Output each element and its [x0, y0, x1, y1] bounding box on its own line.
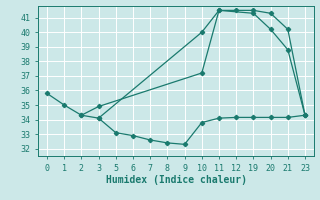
X-axis label: Humidex (Indice chaleur): Humidex (Indice chaleur): [106, 175, 246, 185]
